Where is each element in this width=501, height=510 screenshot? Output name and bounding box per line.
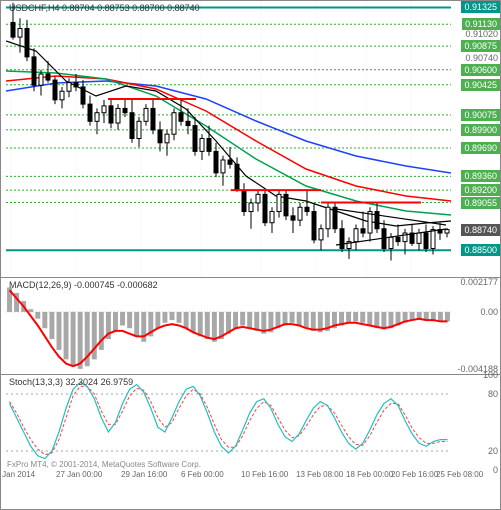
price-plot[interactable]	[6, 1, 451, 276]
stoch-tick: 100	[483, 370, 498, 380]
time-tick: 10 Feb 16:00	[241, 470, 288, 479]
stoch-panel[interactable]: Stoch(13,3,3) 32.3024 26.9759 10080200 2…	[1, 375, 501, 487]
time-tick: 13 Feb 08:00	[296, 470, 343, 479]
time-tick: 27 Jan 00:00	[56, 470, 102, 479]
price-level-label: 0.91325	[461, 1, 500, 13]
price-level-label: 0.89360	[461, 170, 500, 182]
price-tick: 0.90740	[465, 53, 498, 63]
price-level-label: 0.90875	[461, 40, 500, 52]
time-tick: 6 Feb 00:00	[181, 470, 224, 479]
macd-tick: 0.002177	[460, 277, 498, 287]
chart-container: USDCHF,H4 0.88704 0.88753 0.88700 0.8874…	[0, 0, 501, 510]
price-y-axis: 0.910200.907400.913250.911300.908750.906…	[452, 1, 501, 276]
price-level-label: 0.88740	[461, 224, 500, 236]
macd-panel[interactable]: MACD(12,26,9) -0.000745 -0.000682 0.0021…	[1, 278, 501, 375]
stoch-y-axis: 10080200	[452, 375, 501, 470]
price-level-label: 0.90425	[461, 79, 500, 91]
time-tick: 22 Jan 2014	[0, 470, 35, 479]
macd-y-axis: 0.0021770.00-0.004188	[452, 278, 501, 373]
price-level-label: 0.88500	[461, 244, 500, 256]
price-level-label: 0.89200	[461, 184, 500, 196]
stoch-title: Stoch(13,3,3) 32.3024 26.9759	[9, 377, 133, 387]
stoch-plot[interactable]	[6, 375, 451, 470]
macd-title: MACD(12,26,9) -0.000745 -0.000682	[9, 280, 158, 290]
price-level-label: 0.90600	[461, 64, 500, 76]
chart-title: USDCHF,H4 0.88704 0.88753 0.88700 0.8874…	[9, 3, 200, 13]
stoch-tick: 80	[488, 389, 498, 399]
price-level-label: 0.89055	[461, 197, 500, 209]
price-level-label: 0.90075	[461, 109, 500, 121]
price-level-label: 0.89690	[461, 142, 500, 154]
stoch-tick: 20	[488, 446, 498, 456]
time-tick: 29 Jan 16:00	[121, 470, 167, 479]
price-level-label: 0.89900	[461, 124, 500, 136]
macd-tick: 0.00	[480, 307, 498, 317]
price-panel[interactable]: USDCHF,H4 0.88704 0.88753 0.88700 0.8874…	[1, 1, 501, 278]
copyright-label: FxPro MT4, © 2001-2014, MetaQuotes Softw…	[7, 460, 201, 469]
time-tick: 20 Feb 16:00	[391, 470, 438, 479]
time-tick: 18 Feb 00:00	[346, 470, 393, 479]
time-axis: 22 Jan 201427 Jan 00:0029 Jan 16:006 Feb…	[6, 470, 501, 485]
time-tick: 25 Feb 08:00	[436, 470, 483, 479]
price-level-label: 0.91130	[462, 18, 500, 30]
macd-plot[interactable]	[6, 278, 451, 373]
